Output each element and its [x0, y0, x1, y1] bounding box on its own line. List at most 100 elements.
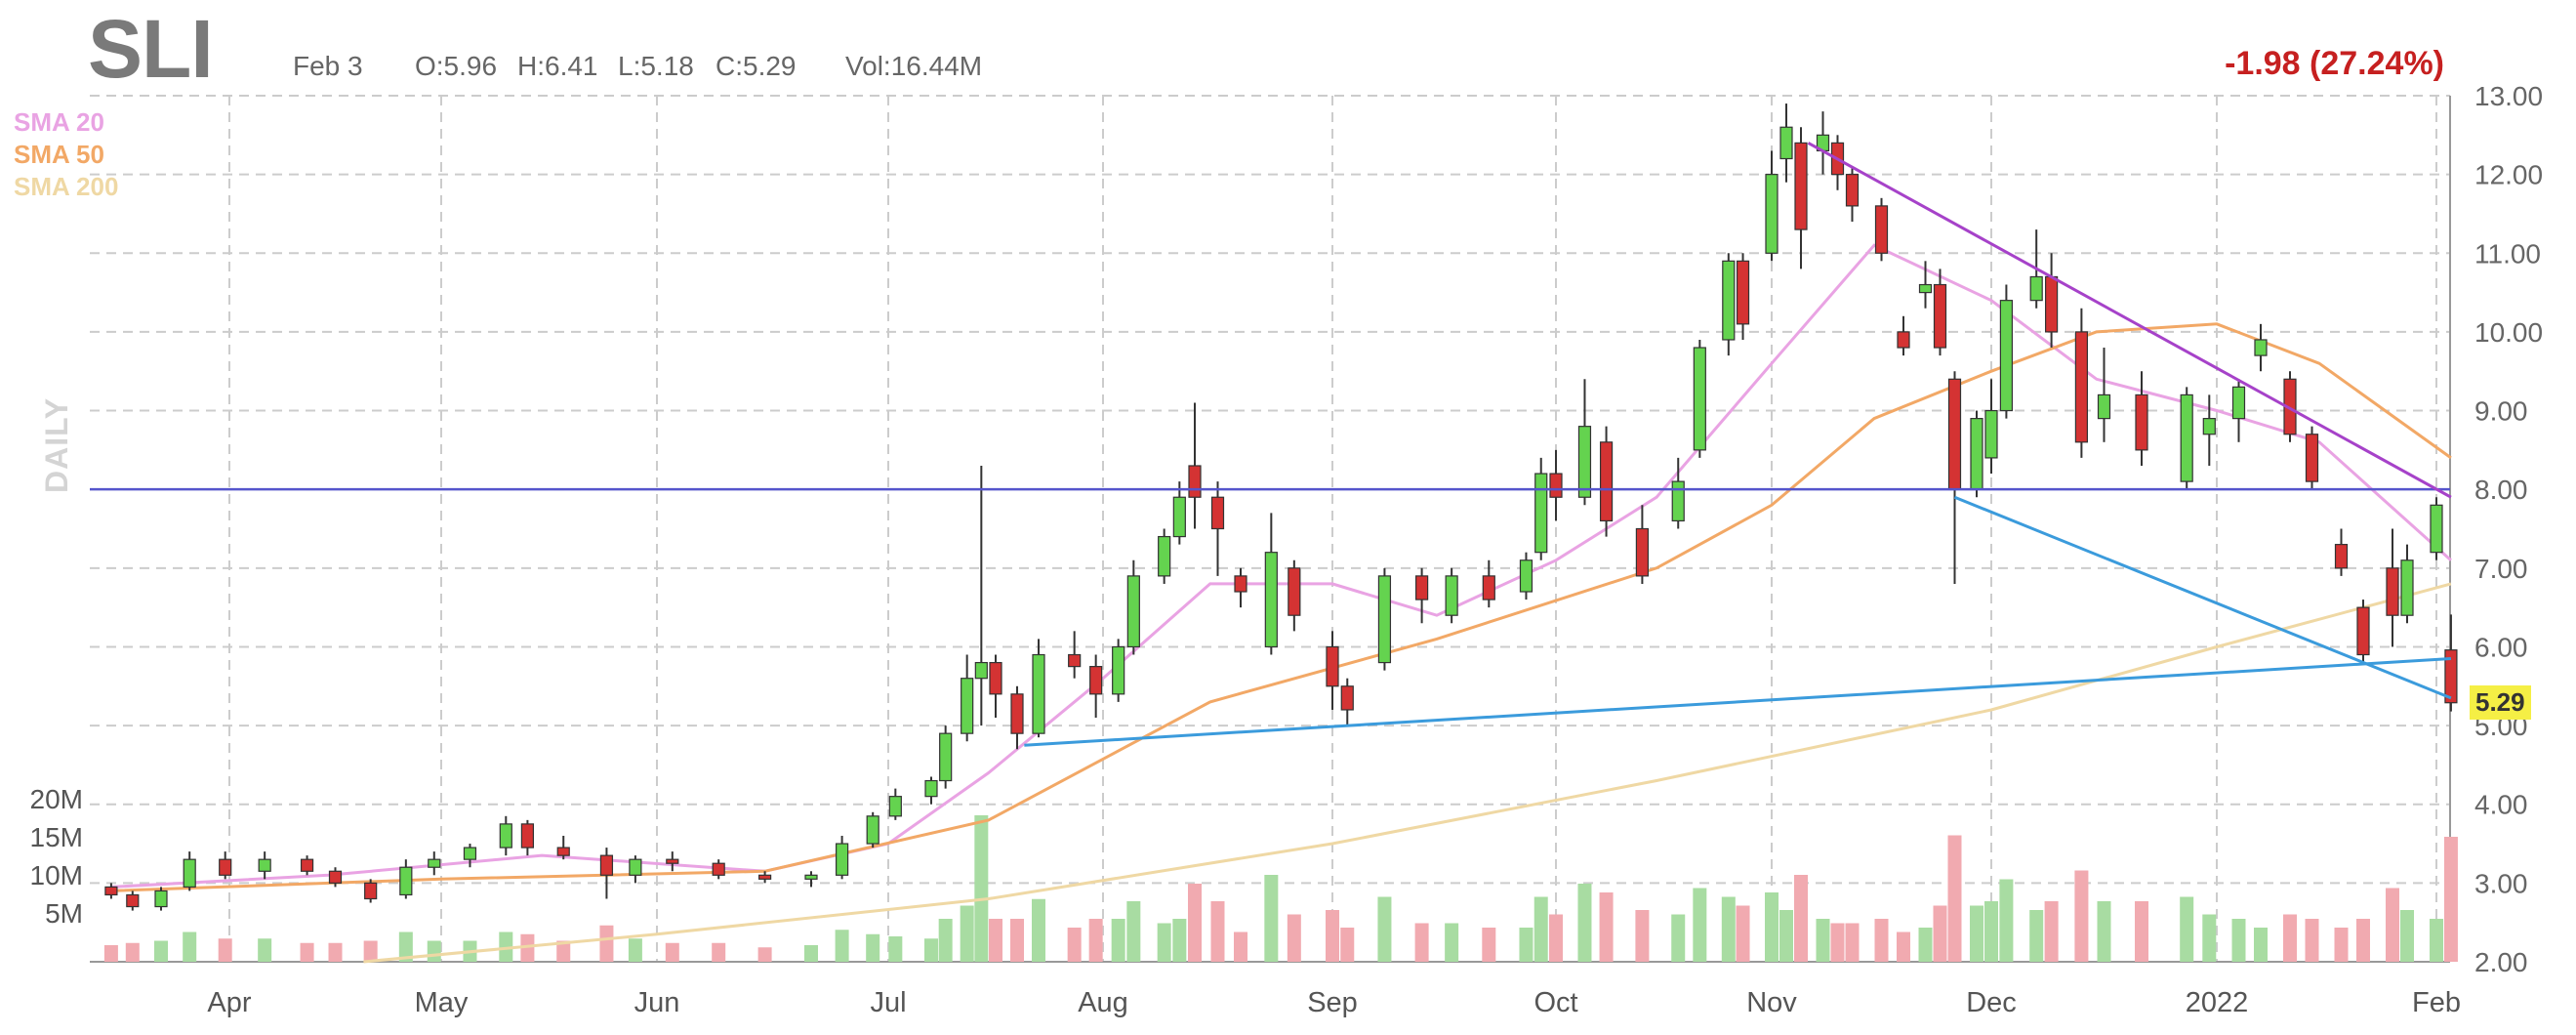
candle-body: [1068, 653, 1082, 668]
price-tick-label: 7.00: [2474, 554, 2528, 584]
volume-bar: [103, 945, 118, 962]
candle-body: [2045, 275, 2059, 333]
volume-bar: [628, 938, 642, 962]
x-tick-label: Dec: [1966, 987, 2017, 1018]
volume-bar: [2443, 837, 2458, 962]
candle-body: [258, 858, 271, 872]
candle-body: [666, 858, 679, 864]
candle-body: [219, 858, 232, 876]
trendline-blue: [1953, 495, 2452, 700]
legend-sma50: SMA 50: [14, 140, 104, 169]
candle-body: [399, 866, 413, 896]
candle-body: [629, 858, 642, 876]
volume-bar: [2400, 910, 2414, 962]
price-tick-label: 2.00: [2474, 947, 2528, 977]
last-price-badge: 5.29: [2470, 685, 2531, 720]
volume-bar: [1126, 901, 1141, 962]
volume-bar: [1414, 923, 1429, 962]
x-tick-label: Feb: [2412, 987, 2461, 1018]
volume-bar: [2430, 919, 2443, 962]
volume-bar: [712, 942, 726, 962]
volume-bar: [1533, 896, 1548, 962]
volume-bar: [835, 930, 849, 962]
volume-bar: [1210, 901, 1225, 962]
candle-body: [154, 890, 168, 908]
candle-body: [1918, 283, 1933, 294]
x-tick-label: Nov: [1746, 987, 1797, 1018]
x-tick-label: May: [415, 987, 469, 1018]
volume-bar: [665, 942, 679, 962]
x-tick-label: Apr: [207, 987, 251, 1018]
volume-bar: [960, 905, 974, 962]
candle-body: [1999, 300, 2013, 412]
volume-bar: [1157, 923, 1171, 962]
volume-bar: [2135, 901, 2148, 962]
volume-bar: [866, 933, 880, 962]
candle-body: [1779, 126, 1793, 160]
volume-bar: [1264, 875, 1279, 962]
x-tick-label: Sep: [1307, 987, 1358, 1018]
candle-body: [1845, 174, 1860, 207]
volume-bar: [154, 940, 168, 962]
candle-body: [1482, 575, 1495, 600]
volume-bar: [2356, 919, 2370, 962]
volume-bar: [757, 947, 772, 962]
ticker-symbol: SLI: [88, 3, 214, 95]
candle-body: [2444, 649, 2458, 704]
high-value: H:6.41: [517, 51, 598, 81]
candle-body: [757, 874, 772, 880]
price-change: -1.98 (27.24%): [2225, 45, 2444, 82]
volume-tick-label: 15M: [30, 822, 83, 852]
volume-bar: [2283, 914, 2297, 962]
candle-body: [126, 893, 140, 908]
volume-bar: [1816, 919, 1830, 962]
candlesticks: [104, 104, 2458, 911]
sma-line-sma50: [110, 322, 2452, 892]
candle-body: [1172, 496, 1186, 538]
candle-body: [1010, 693, 1024, 734]
candle-body: [2386, 567, 2399, 616]
volume-bar: [1736, 905, 1750, 962]
volume-bar: [520, 933, 535, 962]
candle-body: [866, 815, 879, 845]
trendline-blue: [1024, 657, 2452, 747]
candle-body: [428, 858, 441, 868]
volume-bar: [2334, 928, 2349, 962]
volume-bar: [1693, 888, 1707, 962]
volume-bar: [1897, 932, 1910, 962]
volume-bar: [218, 938, 232, 962]
open-value: O:5.96: [415, 51, 498, 81]
volume-bars: [103, 815, 2458, 962]
price-tick-label: 4.00: [2474, 790, 2528, 820]
volume-bar: [1918, 928, 1933, 962]
price-tick-label: 8.00: [2474, 475, 2528, 505]
volume-bar: [1947, 835, 1962, 962]
candle-body: [1210, 496, 1225, 530]
candle-body: [1326, 645, 1339, 687]
candle-body: [1534, 473, 1548, 554]
volume-bar: [1519, 928, 1533, 962]
volume-bar: [2231, 919, 2246, 962]
candle-body: [1635, 527, 1650, 577]
volume-bar: [1111, 919, 1125, 962]
volume-bar: [2202, 914, 2217, 962]
candle-body: [556, 847, 570, 856]
candle-body: [961, 678, 974, 734]
volume-bar: [1577, 884, 1592, 962]
volume-bar: [1234, 932, 1247, 962]
volume-bar: [1671, 914, 1686, 962]
x-tick-label: Jun: [634, 987, 680, 1018]
volume-bar: [888, 936, 903, 962]
candle-body: [1874, 205, 1889, 254]
close-value: C:5.29: [716, 51, 797, 81]
legend-sma20: SMA 20: [14, 107, 104, 137]
candle-body: [2231, 386, 2246, 420]
volume-bar: [1188, 884, 1202, 962]
volume-bar: [1794, 875, 1808, 962]
price-tick-label: 6.00: [2474, 632, 2528, 662]
volume-bar: [1032, 898, 1045, 962]
volume-bar: [1445, 923, 1459, 962]
x-tick-label: 2022: [2186, 987, 2249, 1018]
volume-bar: [2180, 896, 2194, 962]
